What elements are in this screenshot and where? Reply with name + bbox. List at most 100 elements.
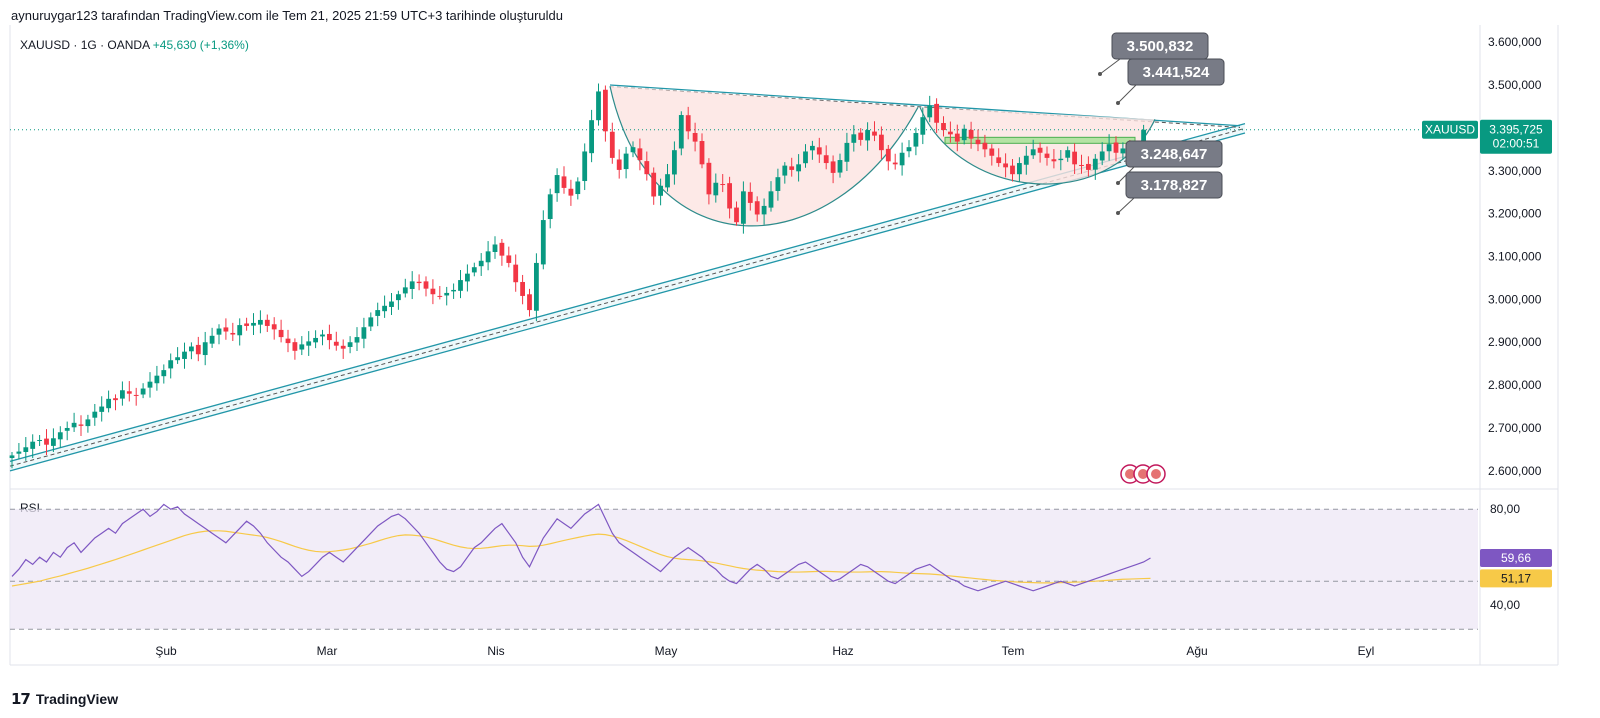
callout-dot <box>1116 181 1120 185</box>
candle <box>271 317 277 340</box>
candle-body <box>1099 151 1105 161</box>
callout-dot <box>1116 211 1120 215</box>
candle-body <box>644 161 650 175</box>
candle <box>64 421 70 441</box>
candle-body <box>609 131 615 158</box>
candle <box>51 428 56 453</box>
candle-body <box>140 388 146 395</box>
candle <box>1092 154 1098 180</box>
candle <box>1037 142 1043 163</box>
candle <box>775 168 781 201</box>
price-callout: 3.500,832 <box>1098 32 1209 76</box>
callout-box <box>1127 58 1225 86</box>
time-tick-label: Nis <box>487 644 504 658</box>
candle <box>140 383 146 399</box>
candle-body <box>175 357 180 361</box>
candle <box>133 387 139 406</box>
handle-pattern-fill <box>920 107 1155 185</box>
candle <box>113 394 118 411</box>
candle <box>796 154 801 182</box>
candle-body <box>271 324 277 330</box>
candle-body <box>527 294 532 311</box>
candle <box>582 143 588 191</box>
candle <box>258 310 263 334</box>
candle <box>492 236 498 259</box>
candle <box>844 132 850 171</box>
brand-name: TradingView <box>35 691 119 707</box>
candle <box>451 283 456 299</box>
candle <box>306 331 312 356</box>
candle-layer <box>9 83 1146 469</box>
candle <box>658 178 663 206</box>
candle <box>485 241 491 271</box>
callout-text: 3.248,647 <box>1141 146 1208 163</box>
candle <box>230 322 236 342</box>
candle <box>361 317 367 349</box>
candle <box>1023 145 1029 175</box>
candle-body <box>375 310 381 316</box>
candle <box>975 129 981 152</box>
candle-body <box>1030 149 1036 156</box>
candle-body <box>306 341 312 346</box>
candle <box>154 365 160 391</box>
candle <box>1051 149 1057 169</box>
price-tick-label: 3.500,000 <box>1488 78 1542 92</box>
callout-text: 3.500,832 <box>1127 38 1194 55</box>
candle <box>685 106 691 140</box>
candle-body <box>409 281 415 289</box>
candle <box>327 324 332 350</box>
callout-pointer <box>1117 84 1137 104</box>
candle <box>85 414 91 433</box>
candle-body <box>299 344 305 350</box>
candle-body <box>37 439 42 441</box>
callout-dot <box>1098 72 1102 76</box>
candle <box>1017 157 1022 182</box>
candle-body <box>147 381 153 388</box>
candle-body <box>637 148 643 161</box>
rsi-ma-label: 51,17 <box>1480 569 1552 588</box>
candle-body <box>437 295 443 297</box>
candle-body <box>44 438 49 445</box>
candle <box>237 318 243 346</box>
candle-body <box>1120 148 1126 154</box>
time-tick-label: Ağu <box>1186 644 1207 658</box>
candle-body <box>547 194 553 220</box>
candle <box>223 318 229 340</box>
candle <box>892 153 898 170</box>
candle-body <box>513 264 519 283</box>
candle-body <box>768 191 774 208</box>
candle-body <box>1092 158 1098 170</box>
price-callout: 3.178,827 <box>1116 171 1223 215</box>
candle <box>175 347 180 364</box>
candle-body <box>71 422 77 428</box>
candle-body <box>57 432 63 440</box>
price-tick-label: 2.600,000 <box>1488 464 1542 478</box>
rsi-ma-label-text: 51,17 <box>1501 571 1531 585</box>
candle <box>678 111 684 156</box>
candle <box>1065 146 1071 162</box>
candle-body <box>244 323 249 326</box>
tradingview-footer[interactable]: 𝟭𝟳 TradingView <box>11 690 118 708</box>
candle-body <box>561 176 567 188</box>
candle <box>264 314 270 332</box>
time-tick-label: Eyl <box>1358 644 1375 658</box>
candle-body <box>568 188 574 196</box>
candle-body <box>575 181 581 195</box>
candle <box>982 134 988 158</box>
symbol-name: XAUUSD <box>20 38 71 52</box>
candle-body <box>989 148 995 156</box>
symbol-info[interactable]: XAUUSD · 1G · OANDA +45,630 (+1,36%) <box>20 38 249 52</box>
candle-body <box>195 344 201 355</box>
candle <box>885 144 891 171</box>
candle-body <box>672 150 677 175</box>
rsi-ma-label-bg <box>1480 569 1552 588</box>
candle-body <box>113 398 118 401</box>
candle <box>575 177 581 200</box>
candle-body <box>182 351 187 359</box>
candle-body <box>872 131 877 136</box>
candle-body <box>230 332 236 335</box>
candle-body <box>382 305 387 312</box>
candle-body <box>499 242 505 256</box>
candle-body <box>361 327 367 339</box>
